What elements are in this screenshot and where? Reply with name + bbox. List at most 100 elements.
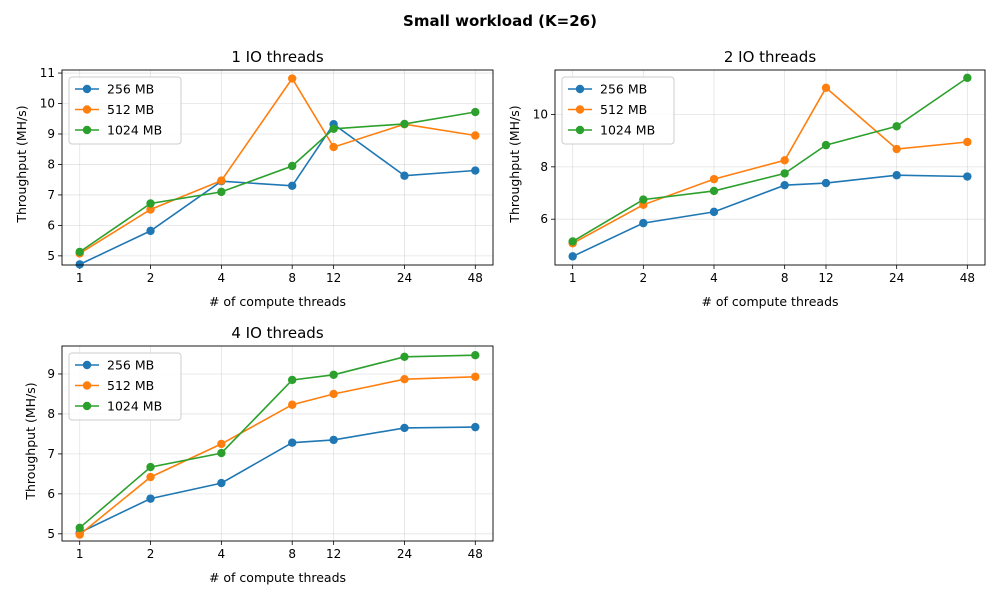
legend-swatch-marker [82, 84, 92, 94]
data-point [892, 144, 901, 154]
y-tick-label: 8 [47, 157, 55, 171]
data-point [892, 122, 901, 131]
data-point [471, 372, 480, 381]
data-point [217, 187, 226, 197]
x-axis-label: # of compute threads [701, 294, 838, 309]
x-tick-label: 8 [288, 547, 296, 561]
data-point [963, 172, 972, 181]
panel-title: 4 IO threads [231, 324, 323, 342]
legend-box [561, 76, 675, 145]
data-point [75, 260, 84, 269]
data-point [146, 205, 155, 214]
chart-panel-2-io-threads: 2 IO threads # of compute threads Throug… [507, 48, 986, 309]
y-tick-label: 10 [533, 107, 548, 121]
y-tick-label: 8 [47, 407, 55, 421]
y-axis-label: Throughput (MH/s) [14, 105, 29, 223]
data-point [400, 119, 409, 129]
y-tick-label: 6 [47, 218, 55, 232]
x-tick-label: 24 [889, 271, 904, 285]
x-tick-label: 4 [218, 271, 226, 285]
y-tick-label: 11 [40, 66, 55, 80]
data-point [709, 186, 719, 196]
x-tick-label: 12 [326, 271, 341, 285]
data-point [75, 247, 84, 257]
data-point [821, 83, 831, 92]
x-tick-label: 1 [76, 547, 84, 561]
data-point [329, 370, 338, 379]
data-point [780, 180, 789, 190]
data-point [471, 131, 480, 140]
data-point [821, 178, 831, 188]
x-tick-label: 8 [288, 271, 296, 285]
data-point [146, 494, 155, 503]
axes-frame [61, 345, 494, 542]
y-tick-label: 8 [540, 160, 548, 174]
series-512-mb [75, 372, 480, 539]
legend-box [68, 352, 182, 421]
data-point [217, 439, 226, 449]
data-point [146, 199, 155, 208]
x-tick-label: 48 [960, 271, 975, 285]
data-point [709, 174, 719, 184]
legend: 256 MB 512 MB 1024 MB [68, 352, 182, 421]
x-tick-label: 24 [397, 271, 412, 285]
series-line [79, 123, 476, 266]
legend-swatch-marker [82, 360, 92, 370]
data-point [471, 166, 480, 175]
chart-panel-1-io-threads: 1 IO threads # of compute threads Throug… [14, 48, 494, 309]
y-tick-label: 10 [40, 97, 55, 111]
y-tick-label: 9 [47, 127, 55, 141]
legend-label: 1024 MB [107, 123, 162, 138]
data-point [146, 472, 155, 482]
axes-frame [554, 69, 986, 266]
y-tick-label: 5 [47, 249, 55, 263]
legend-label: 512 MB [600, 102, 647, 117]
data-point [568, 237, 577, 246]
data-point [821, 140, 831, 150]
legend-label: 512 MB [107, 378, 154, 393]
data-point [287, 375, 297, 385]
y-tick-label: 5 [47, 527, 55, 541]
series-256-mb [568, 171, 972, 261]
legend: 256 MB 512 MB 1024 MB [561, 76, 675, 145]
panel-title: 2 IO threads [724, 48, 816, 66]
x-tick-label: 48 [468, 271, 483, 285]
data-point [329, 124, 338, 134]
data-point [780, 156, 789, 165]
data-point [287, 161, 297, 171]
data-point [400, 423, 409, 433]
data-point [329, 389, 338, 399]
series-1024-mb [568, 73, 972, 246]
x-tick-label: 24 [397, 547, 412, 561]
x-tick-label: 4 [218, 547, 226, 561]
data-point [400, 352, 409, 361]
x-tick-label: 2 [147, 547, 155, 561]
legend-label: 256 MB [600, 82, 647, 97]
data-point [639, 218, 648, 228]
legend-swatch-marker [575, 105, 585, 114]
data-point [639, 195, 648, 204]
data-point [75, 523, 84, 533]
data-point [217, 478, 226, 488]
data-point [471, 107, 480, 117]
y-axis-label: Throughput (MH/s) [23, 382, 38, 500]
data-point [400, 374, 409, 384]
x-tick-label: 48 [468, 547, 483, 561]
panel-title: 1 IO threads [231, 48, 323, 66]
data-point [780, 169, 789, 178]
data-point [287, 400, 297, 409]
x-tick-label: 8 [781, 271, 789, 285]
legend-swatch-marker [82, 105, 92, 114]
data-point [963, 73, 972, 83]
y-axis-label: Throughput (MH/s) [507, 105, 522, 223]
x-axis-label: # of compute threads [209, 570, 346, 585]
y-tick-label: 9 [47, 367, 55, 381]
x-tick-label: 1 [569, 271, 577, 285]
axes-frame [61, 69, 494, 266]
data-point [400, 171, 409, 180]
data-point [287, 438, 297, 447]
data-point [146, 462, 155, 472]
legend-label: 1024 MB [600, 123, 655, 138]
y-tick-label: 7 [47, 447, 55, 461]
